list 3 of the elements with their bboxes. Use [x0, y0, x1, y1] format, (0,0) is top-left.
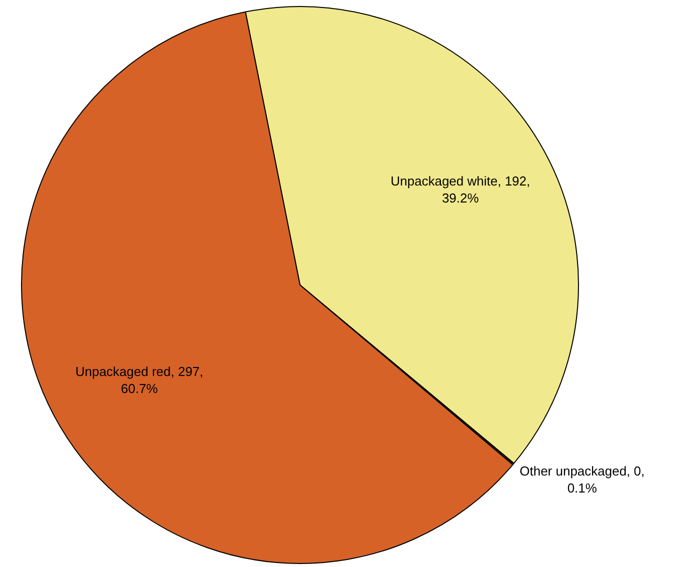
slice-label: Other unpackaged, 0, 0.1%	[520, 464, 645, 496]
slice-label: Unpackaged red, 297, 60.7%	[75, 364, 204, 396]
slice-label: Unpackaged white, 192, 39.2%	[390, 174, 530, 206]
